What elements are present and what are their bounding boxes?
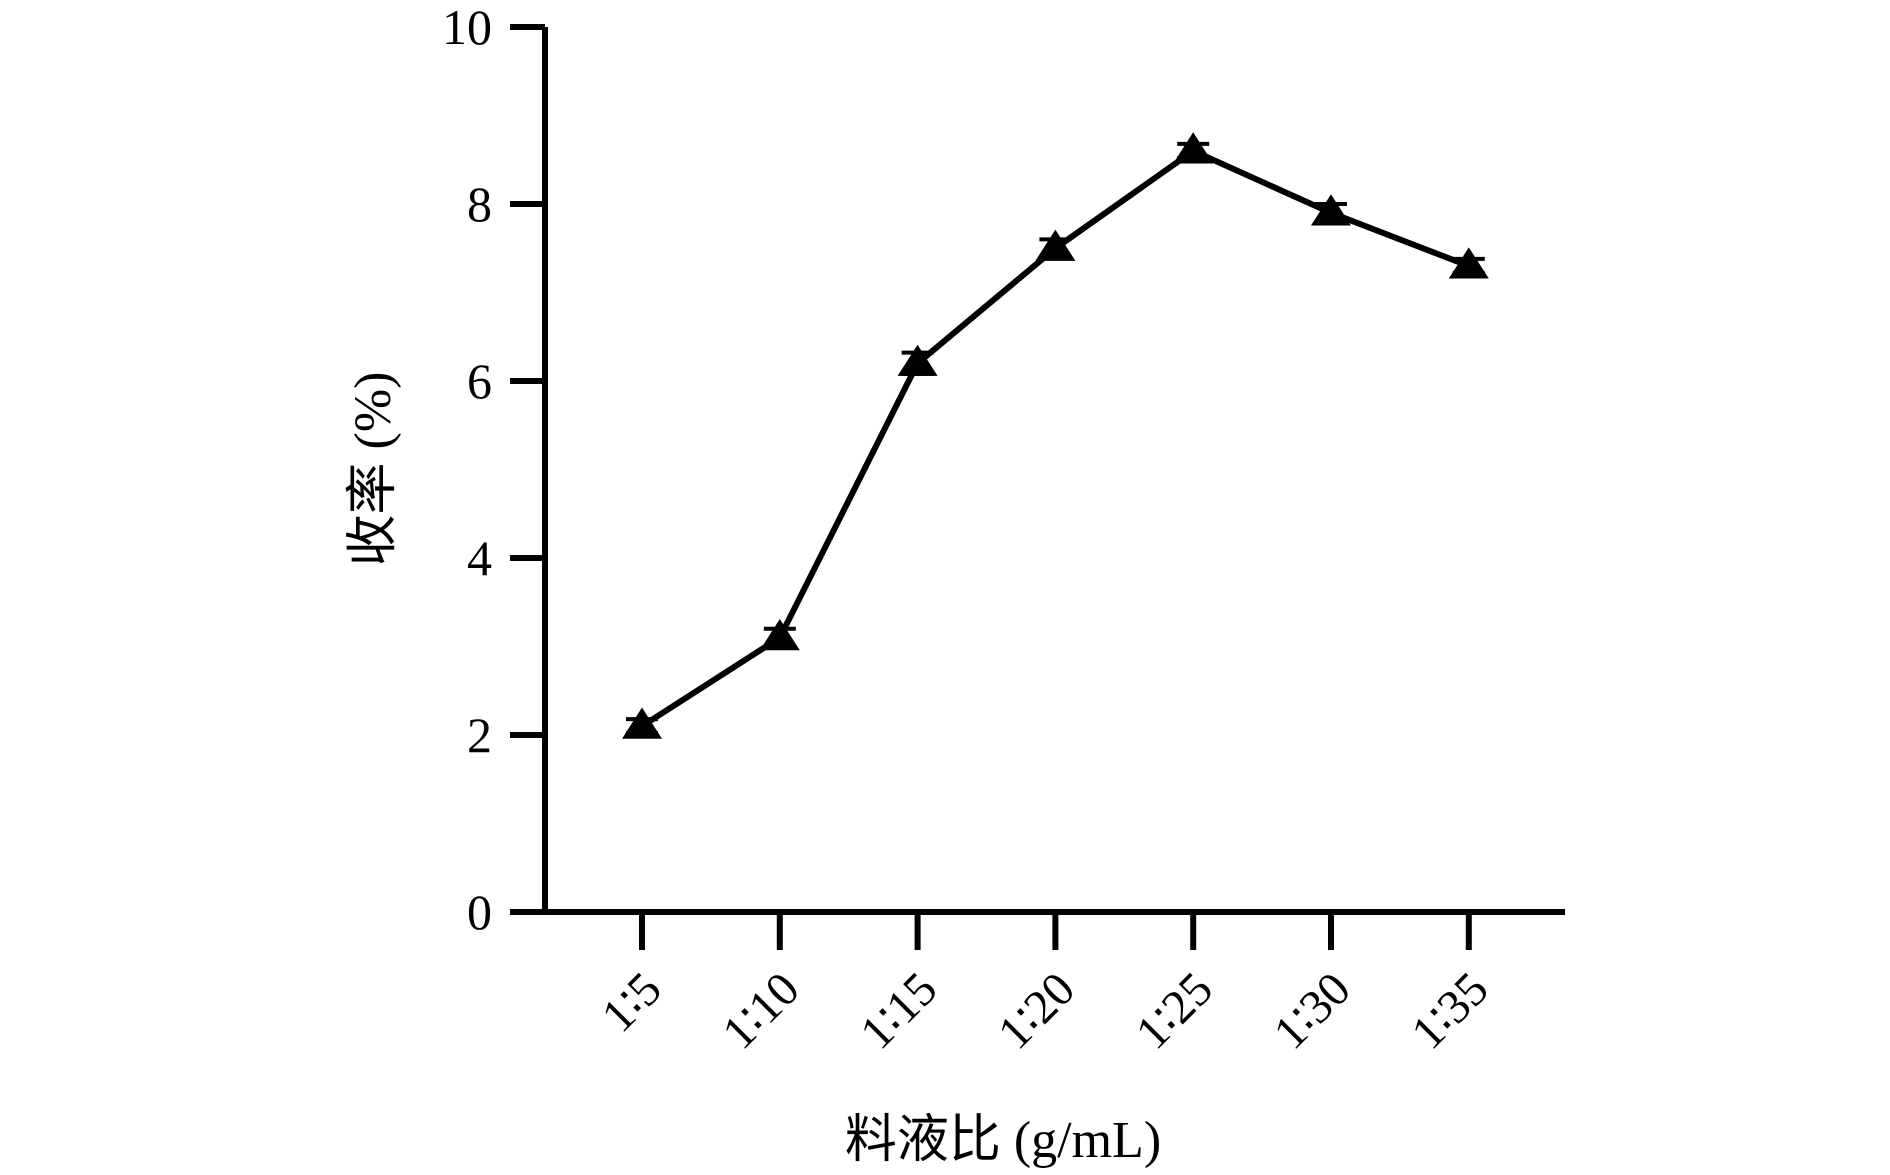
series: [622, 132, 1489, 739]
y-tick-label: 2: [467, 707, 492, 763]
x-tick-label: 1∶15: [850, 962, 947, 1059]
data-point-marker: [1311, 194, 1351, 226]
y-axis-title: 收率 (%): [345, 372, 402, 567]
y-tick-label: 8: [467, 176, 492, 232]
y-ticks: 0 2 4 6 8 10: [442, 0, 545, 940]
x-tick-label: 1∶25: [1126, 962, 1223, 1059]
y-tick-label: 0: [467, 884, 492, 940]
x-tick-label: 1∶30: [1264, 962, 1361, 1059]
y-tick-label: 10: [442, 0, 492, 55]
x-tick-label: 1∶20: [988, 962, 1085, 1059]
x-axis-title: 料液比 (g/mL): [845, 1112, 1161, 1169]
y-tick-label: 6: [467, 353, 492, 409]
data-point-marker: [622, 707, 662, 739]
x-ticks: 1∶5 1∶10 1∶15 1∶20 1∶25 1∶30 1∶35: [592, 912, 1499, 1060]
y-tick-label: 4: [467, 530, 492, 586]
x-tick-label: 1∶10: [712, 962, 809, 1059]
data-point-marker: [897, 344, 938, 376]
x-tick-label: 1∶5: [592, 962, 672, 1042]
data-point-marker: [1448, 247, 1489, 279]
data-point-marker: [759, 619, 800, 651]
x-tick-label: 1∶35: [1401, 962, 1498, 1059]
axes: [510, 27, 1565, 915]
data-point-marker: [1035, 229, 1076, 261]
data-point-marker: [1173, 132, 1214, 164]
